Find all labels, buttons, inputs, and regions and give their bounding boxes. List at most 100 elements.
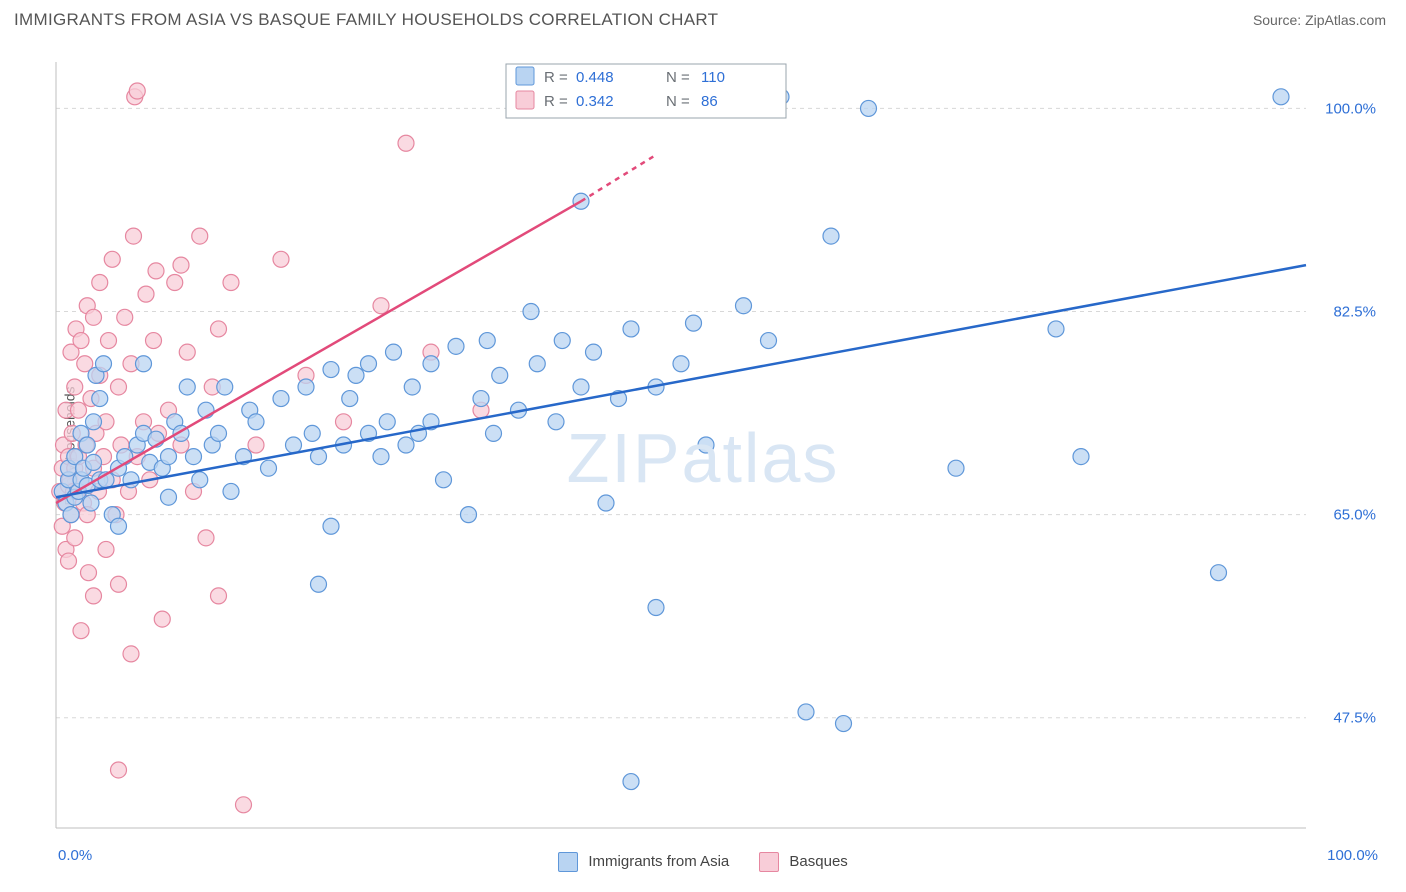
scatter-point-asia	[648, 599, 664, 615]
scatter-point-basques	[248, 437, 264, 453]
scatter-point-basques	[61, 553, 77, 569]
scatter-point-asia	[386, 344, 402, 360]
scatter-point-asia	[161, 449, 177, 465]
y-tick-label: 47.5%	[1333, 710, 1376, 727]
scatter-point-basques	[111, 379, 127, 395]
scatter-point-basques	[173, 257, 189, 273]
scatter-point-asia	[86, 414, 102, 430]
scatter-point-asia	[573, 379, 589, 395]
scatter-point-asia	[698, 437, 714, 453]
scatter-point-basques	[211, 321, 227, 337]
stats-R-label: R =	[544, 93, 568, 110]
scatter-point-basques	[86, 309, 102, 325]
stats-swatch-asia	[516, 67, 534, 85]
scatter-point-basques	[98, 541, 114, 557]
scatter-point-asia	[486, 425, 502, 441]
scatter-point-asia	[492, 367, 508, 383]
scatter-point-asia	[448, 338, 464, 354]
scatter-point-asia	[461, 507, 477, 523]
scatter-point-asia	[79, 437, 95, 453]
scatter-point-basques	[146, 333, 162, 349]
scatter-point-asia	[548, 414, 564, 430]
scatter-point-asia	[479, 333, 495, 349]
scatter-point-asia	[273, 391, 289, 407]
scatter-point-asia	[1211, 565, 1227, 581]
scatter-point-asia	[311, 576, 327, 592]
scatter-point-basques	[373, 298, 389, 314]
legend-item-basques: Basques	[759, 852, 848, 872]
scatter-point-asia	[598, 495, 614, 511]
scatter-point-basques	[198, 530, 214, 546]
plot-area: 47.5%65.0%82.5%100.0%R =0.448N =110R =0.…	[50, 60, 1386, 832]
scatter-point-asia	[423, 356, 439, 372]
chart-title: IMMIGRANTS FROM ASIA VS BASQUE FAMILY HO…	[14, 10, 718, 30]
scatter-point-basques	[148, 263, 164, 279]
scatter-point-basques	[154, 611, 170, 627]
scatter-point-asia	[348, 367, 364, 383]
scatter-point-asia	[63, 507, 79, 523]
legend-item-asia: Immigrants from Asia	[558, 852, 729, 872]
scatter-point-basques	[73, 623, 89, 639]
scatter-point-basques	[336, 414, 352, 430]
scatter-point-basques	[117, 309, 133, 325]
source-name: ZipAtlas.com	[1305, 12, 1386, 28]
scatter-point-basques	[67, 530, 83, 546]
scatter-point-asia	[529, 356, 545, 372]
scatter-point-asia	[304, 425, 320, 441]
scatter-point-asia	[161, 489, 177, 505]
scatter-point-asia	[379, 414, 395, 430]
scatter-point-asia	[473, 391, 489, 407]
scatter-point-asia	[586, 344, 602, 360]
scatter-point-basques	[167, 275, 183, 291]
stats-N-value-basques: 86	[701, 93, 718, 110]
scatter-point-basques	[179, 344, 195, 360]
scatter-point-basques	[192, 228, 208, 244]
stats-R-value-basques: 0.342	[576, 93, 614, 110]
legend-swatch-basques	[759, 852, 779, 872]
scatter-point-asia	[686, 315, 702, 331]
scatter-point-basques	[71, 402, 87, 418]
bottom-legend: Immigrants from Asia Basques	[0, 852, 1406, 872]
y-tick-label: 82.5%	[1333, 304, 1376, 321]
scatter-point-basques	[236, 797, 252, 813]
scatter-point-asia	[92, 391, 108, 407]
scatter-point-asia	[623, 321, 639, 337]
scatter-point-asia	[836, 716, 852, 732]
scatter-point-asia	[673, 356, 689, 372]
scatter-point-asia	[96, 356, 112, 372]
scatter-point-basques	[111, 576, 127, 592]
scatter-point-asia	[223, 483, 239, 499]
scatter-point-asia	[86, 454, 102, 470]
stats-N-label: N =	[666, 93, 690, 110]
scatter-point-basques	[104, 251, 120, 267]
stats-R-label: R =	[544, 69, 568, 86]
chart-source: Source: ZipAtlas.com	[1253, 12, 1386, 28]
legend-swatch-asia	[558, 852, 578, 872]
scatter-point-asia	[404, 379, 420, 395]
scatter-point-asia	[248, 414, 264, 430]
scatter-point-asia	[323, 362, 339, 378]
scatter-point-asia	[192, 472, 208, 488]
scatter-point-basques	[138, 286, 154, 302]
scatter-point-basques	[81, 565, 97, 581]
y-tick-label: 65.0%	[1333, 507, 1376, 524]
scatter-point-asia	[554, 333, 570, 349]
scatter-point-asia	[323, 518, 339, 534]
scatter-point-asia	[311, 449, 327, 465]
scatter-point-asia	[217, 379, 233, 395]
trendline-asia	[56, 265, 1306, 497]
scatter-point-asia	[523, 304, 539, 320]
scatter-point-asia	[798, 704, 814, 720]
scatter-point-basques	[73, 333, 89, 349]
scatter-point-basques	[211, 588, 227, 604]
source-prefix: Source:	[1253, 12, 1305, 28]
scatter-point-asia	[186, 449, 202, 465]
scatter-point-asia	[286, 437, 302, 453]
scatter-point-asia	[342, 391, 358, 407]
stats-N-label: N =	[666, 69, 690, 86]
scatter-point-asia	[436, 472, 452, 488]
trendline-basques-dashed	[581, 155, 656, 201]
scatter-point-asia	[136, 356, 152, 372]
scatter-point-asia	[111, 518, 127, 534]
scatter-point-asia	[761, 333, 777, 349]
